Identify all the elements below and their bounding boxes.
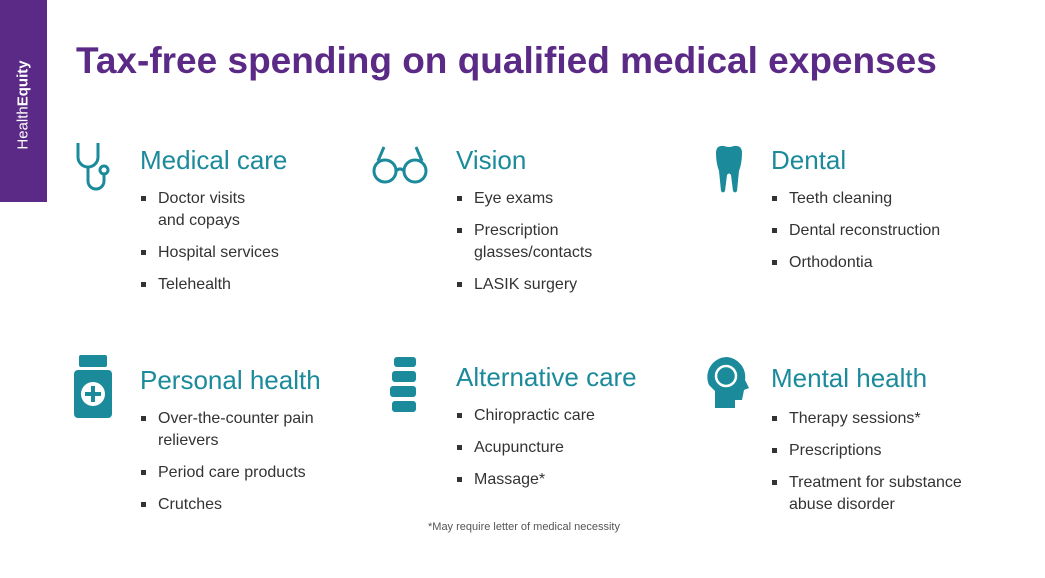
list-item: Prescription glasses/contacts <box>456 220 593 264</box>
brand-bold: Equity <box>14 60 32 107</box>
item-line: Prescriptions <box>789 442 882 459</box>
item-line: Therapy sessions* <box>789 410 921 427</box>
list-item: Chiropractic care <box>457 405 595 427</box>
item-line: Prescription <box>474 222 559 239</box>
list-item: Treatment for substance abuse disorder <box>772 472 962 516</box>
list-item: Teeth cleaning <box>771 188 893 210</box>
list-item: Massage* <box>456 469 546 491</box>
item-line: and copays <box>158 212 240 229</box>
list-item: Acupuncture <box>457 437 564 459</box>
list-item: Orthodontia <box>772 252 873 274</box>
item-line: LASIK surgery <box>474 276 578 293</box>
section-heading: Alternative care <box>456 362 637 392</box>
section-heading: Mental health <box>771 363 928 393</box>
list-item: Eye exams <box>456 188 554 210</box>
list-item: Crutches <box>140 494 223 516</box>
list-item: Therapy sessions* <box>772 408 921 430</box>
item-line: Hospital services <box>158 244 279 261</box>
glasses-icon <box>372 146 428 184</box>
list-item: Hospital services <box>141 242 279 264</box>
section-heading: Personal health <box>140 365 321 395</box>
item-line: Telehealth <box>158 276 231 293</box>
list-item: Dental reconstruction <box>771 220 941 242</box>
list-item: Over-the-counter pain relievers <box>141 408 314 452</box>
item-line: Period care products <box>158 464 306 481</box>
section-heading: Medical care <box>140 145 288 175</box>
list-item: Telehealth <box>141 274 231 296</box>
head-icon <box>707 357 749 408</box>
tooth-icon <box>716 145 742 193</box>
brand-light: Health <box>14 106 32 150</box>
item-line: Over-the-counter pain <box>158 410 314 427</box>
item-line: Acupuncture <box>474 439 564 456</box>
title: Tax-free spending on qualified medical e… <box>76 40 937 81</box>
list-item: Doctor visits and copays <box>140 188 246 232</box>
item-line: relievers <box>158 432 219 449</box>
section-heading: Dental <box>771 145 847 175</box>
item-line: Eye exams <box>474 190 554 207</box>
list-item: Prescriptions <box>771 440 882 462</box>
spine-icon <box>390 357 416 412</box>
item-line: Crutches <box>158 496 223 513</box>
section-heading: Vision <box>456 145 527 175</box>
item-line: Massage* <box>474 471 546 488</box>
item-line: Teeth cleaning <box>789 190 893 207</box>
footnote: *May require letter of medical necessity <box>428 521 620 533</box>
brand-bar <box>0 0 47 202</box>
item-line: abuse disorder <box>789 496 895 513</box>
item-line: Doctor visits <box>158 190 246 207</box>
item-line: glasses/contacts <box>474 244 593 261</box>
item-line: Orthodontia <box>789 254 873 271</box>
medicine-icon <box>74 355 112 418</box>
list-item: Period care products <box>141 462 306 484</box>
list-item: LASIK surgery <box>456 274 578 296</box>
item-line: Dental reconstruction <box>789 222 941 239</box>
brand: HealthEquity <box>15 60 32 149</box>
item-line: Treatment for substance <box>789 474 962 491</box>
item-line: Chiropractic care <box>474 407 595 424</box>
stethoscope-icon <box>76 143 110 191</box>
